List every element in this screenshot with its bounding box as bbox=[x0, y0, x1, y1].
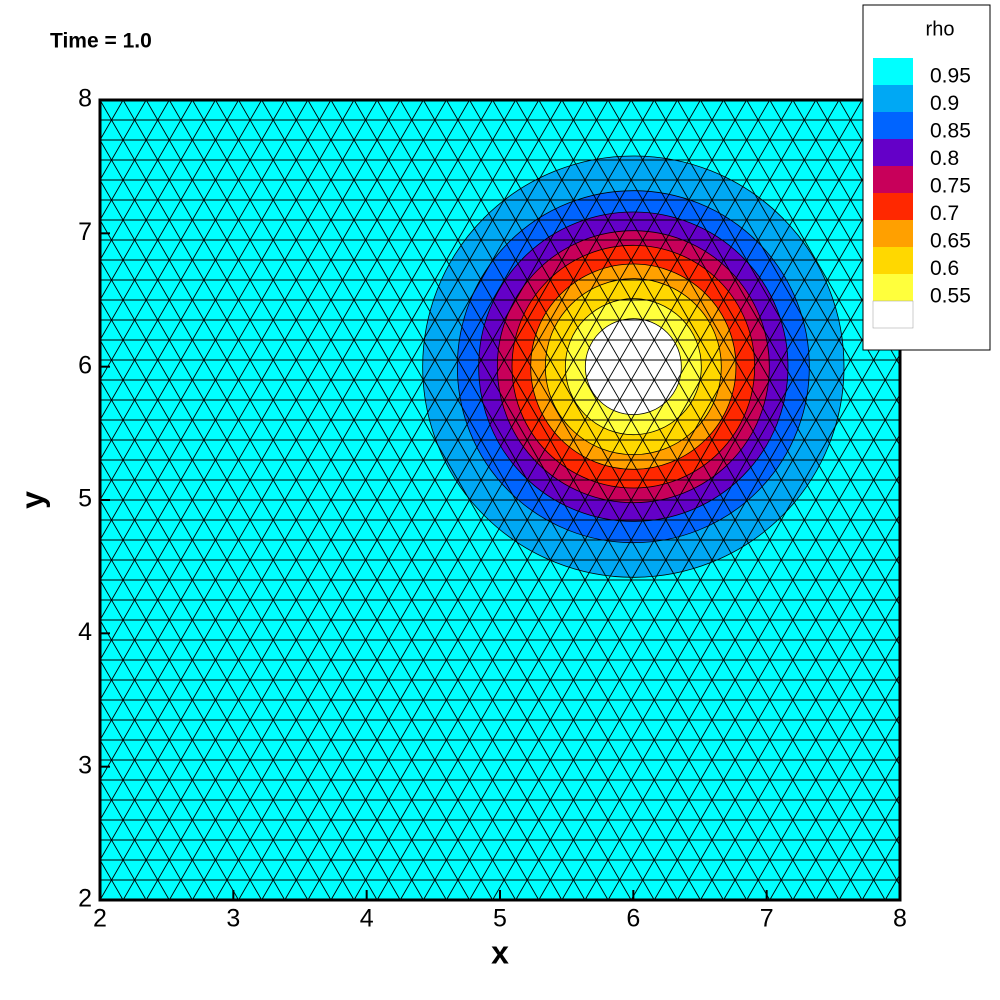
legend-label: 0.85 bbox=[930, 120, 971, 143]
legend-swatch bbox=[873, 274, 913, 301]
y-tick-label: 8 bbox=[78, 85, 92, 113]
legend-label: 0.95 bbox=[930, 65, 971, 88]
y-tick-label: 2 bbox=[78, 885, 92, 913]
x-tick-label: 7 bbox=[760, 905, 774, 933]
x-tick-label: 2 bbox=[93, 905, 107, 933]
x-tick-label: 6 bbox=[626, 905, 640, 933]
legend-swatch bbox=[873, 220, 913, 247]
y-axis-title: y bbox=[14, 491, 50, 509]
legend: rho 0.95 0.9 0.85 0.8 0.75 0.7 0.65 0.6 0.55 bbox=[862, 4, 991, 351]
x-tick-label: 5 bbox=[493, 905, 507, 933]
legend-label: 0.7 bbox=[930, 202, 959, 225]
legend-label: 0.6 bbox=[930, 257, 959, 280]
y-tick-label: 3 bbox=[78, 751, 92, 779]
legend-swatch bbox=[873, 58, 913, 85]
y-tick-label: 4 bbox=[78, 618, 92, 646]
legend-swatch bbox=[873, 193, 913, 220]
legend-label: 0.75 bbox=[930, 175, 971, 198]
legend-label: 0.65 bbox=[930, 230, 971, 253]
legend-label: 0.55 bbox=[930, 285, 971, 308]
y-tick-label: 6 bbox=[78, 351, 92, 379]
chart-title: Time = 1.0 bbox=[50, 30, 152, 53]
y-tick-label: 5 bbox=[78, 485, 92, 513]
legend-label: 0.9 bbox=[930, 92, 959, 115]
legend-swatch bbox=[873, 85, 913, 112]
plot-area bbox=[100, 100, 900, 900]
legend-swatch bbox=[873, 166, 913, 193]
legend-swatch bbox=[873, 139, 913, 166]
mesh-lines bbox=[100, 100, 900, 900]
x-tick-label: 4 bbox=[360, 905, 374, 933]
y-tick-label: 7 bbox=[78, 218, 92, 246]
x-tick-label: 3 bbox=[226, 905, 240, 933]
legend-label: 0.8 bbox=[930, 147, 959, 170]
legend-swatch bbox=[873, 112, 913, 139]
x-axis-title: x bbox=[491, 934, 509, 970]
x-tick-label: 8 bbox=[893, 905, 907, 933]
legend-title: rho bbox=[926, 18, 955, 40]
legend-swatch bbox=[873, 247, 913, 274]
legend-swatch bbox=[872, 300, 914, 329]
